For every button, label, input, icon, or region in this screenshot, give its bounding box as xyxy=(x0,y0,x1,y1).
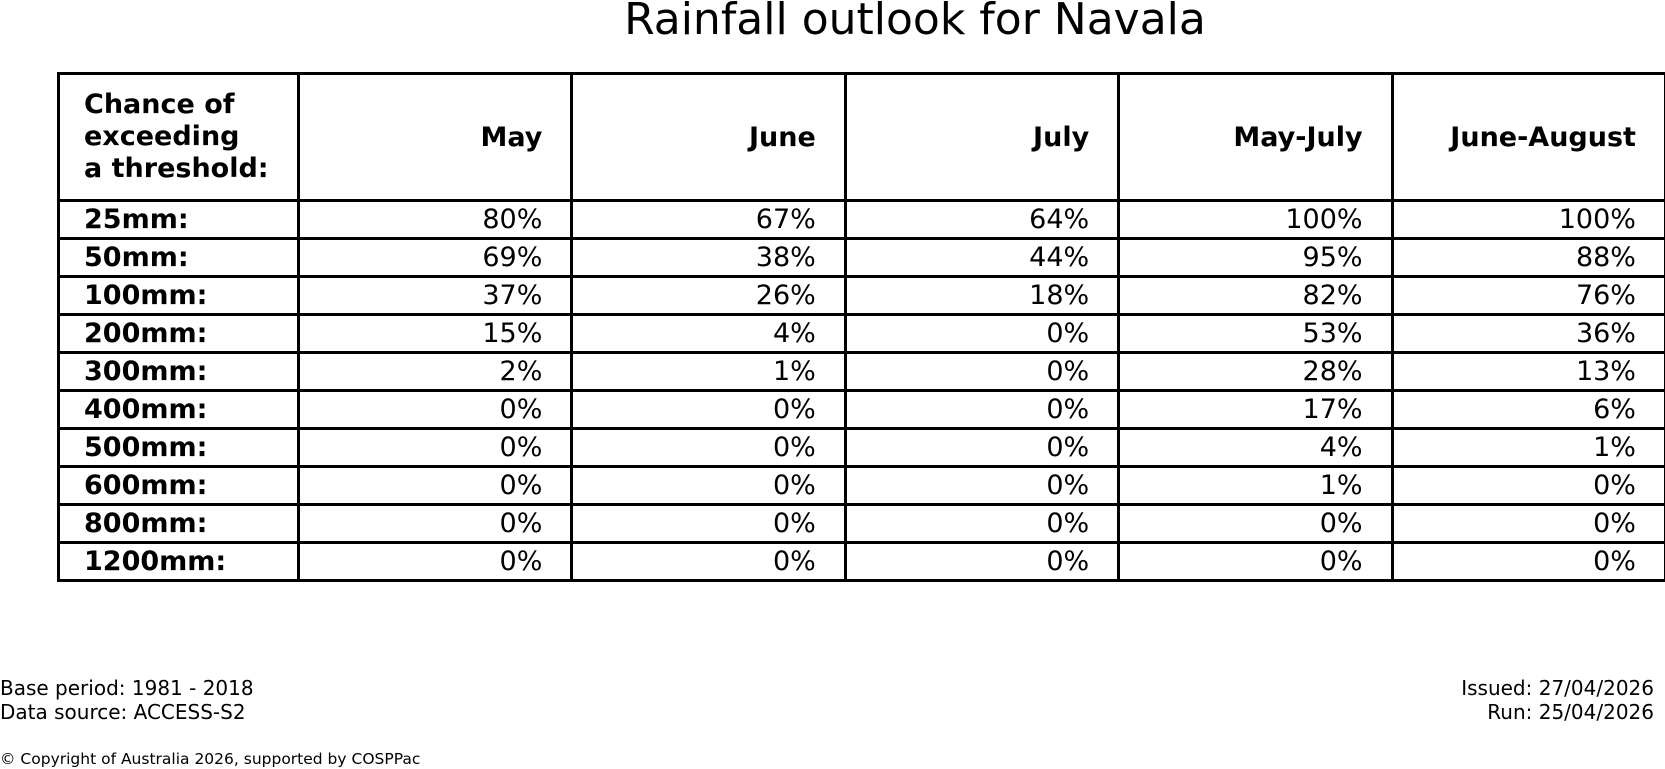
data-source: Data source: ACCESS-S2 xyxy=(0,700,246,724)
probability-cell: 0% xyxy=(843,389,1121,430)
probability-cell: 0% xyxy=(570,427,847,468)
threshold-label: 25mm: xyxy=(57,199,300,240)
probability-cell: 0% xyxy=(843,465,1121,506)
issued-date: Issued: 27/04/2026 xyxy=(1461,676,1654,700)
probability-cell: 26% xyxy=(570,275,847,316)
threshold-label: 100mm: xyxy=(57,275,300,316)
probability-cell: 0% xyxy=(296,541,574,582)
corner-header: Chance of exceeding a threshold: xyxy=(57,72,300,202)
probability-cell: 80% xyxy=(296,199,574,240)
table-row: 300mm: 2% 1% 0% 28% 13% xyxy=(57,351,1665,392)
probability-cell: 1% xyxy=(1117,465,1394,506)
footer-left: Base period: 1981 - 2018 Data source: AC… xyxy=(0,676,254,724)
probability-cell: 76% xyxy=(1390,275,1665,316)
threshold-label: 400mm: xyxy=(57,389,300,430)
column-header-june-august: June-August xyxy=(1390,72,1665,202)
probability-cell: 0% xyxy=(843,541,1121,582)
probability-cell: 18% xyxy=(843,275,1121,316)
probability-cell: 36% xyxy=(1390,313,1665,354)
probability-cell: 17% xyxy=(1117,389,1394,430)
probability-cell: 0% xyxy=(570,465,847,506)
corner-header-line: Chance of xyxy=(84,89,235,120)
probability-cell: 6% xyxy=(1390,389,1665,430)
probability-cell: 38% xyxy=(570,237,847,278)
probability-cell: 1% xyxy=(1390,427,1665,468)
rainfall-outlook-table: Chance of exceeding a threshold: May Jun… xyxy=(57,72,1665,582)
probability-cell: 0% xyxy=(570,503,847,544)
corner-header-line: a threshold: xyxy=(84,153,269,184)
probability-cell: 0% xyxy=(843,427,1121,468)
threshold-label: 300mm: xyxy=(57,351,300,392)
probability-cell: 0% xyxy=(843,351,1121,392)
table-row: 1200mm: 0% 0% 0% 0% 0% xyxy=(57,541,1665,582)
probability-cell: 1% xyxy=(570,351,847,392)
probability-cell: 0% xyxy=(296,503,574,544)
probability-cell: 53% xyxy=(1117,313,1394,354)
threshold-label: 200mm: xyxy=(57,313,300,354)
header-row: Chance of exceeding a threshold: May Jun… xyxy=(57,72,1665,202)
threshold-label: 1200mm: xyxy=(57,541,300,582)
probability-cell: 100% xyxy=(1117,199,1394,240)
probability-cell: 69% xyxy=(296,237,574,278)
probability-cell: 0% xyxy=(570,389,847,430)
probability-cell: 0% xyxy=(1390,503,1665,544)
copyright-notice: © Copyright of Australia 2026, supported… xyxy=(0,750,421,768)
table-row: 100mm: 37% 26% 18% 82% 76% xyxy=(57,275,1665,316)
table-row: 200mm: 15% 4% 0% 53% 36% xyxy=(57,313,1665,354)
probability-cell: 100% xyxy=(1390,199,1665,240)
threshold-label: 500mm: xyxy=(57,427,300,468)
probability-cell: 95% xyxy=(1117,237,1394,278)
probability-cell: 67% xyxy=(570,199,847,240)
probability-cell: 0% xyxy=(843,313,1121,354)
probability-cell: 0% xyxy=(1117,541,1394,582)
probability-cell: 88% xyxy=(1390,237,1665,278)
probability-cell: 13% xyxy=(1390,351,1665,392)
column-header-july: July xyxy=(843,72,1121,202)
threshold-label: 50mm: xyxy=(57,237,300,278)
probability-cell: 0% xyxy=(296,389,574,430)
table-row: 50mm: 69% 38% 44% 95% 88% xyxy=(57,237,1665,278)
probability-cell: 0% xyxy=(1117,503,1394,544)
probability-cell: 0% xyxy=(570,541,847,582)
probability-cell: 4% xyxy=(1117,427,1394,468)
probability-cell: 2% xyxy=(296,351,574,392)
threshold-label: 600mm: xyxy=(57,465,300,506)
probability-cell: 0% xyxy=(1390,465,1665,506)
table-body: 25mm: 80% 67% 64% 100% 100% 50mm: 69% 38% 44% 95% 8… xyxy=(57,199,1665,582)
probability-cell: 0% xyxy=(296,427,574,468)
table-row: 400mm: 0% 0% 0% 17% 6% xyxy=(57,389,1665,430)
table-row: 600mm: 0% 0% 0% 1% 0% xyxy=(57,465,1665,506)
probability-cell: 28% xyxy=(1117,351,1394,392)
probability-cell: 82% xyxy=(1117,275,1394,316)
threshold-label: 800mm: xyxy=(57,503,300,544)
table-row: 800mm: 0% 0% 0% 0% 0% xyxy=(57,503,1665,544)
chart-title: Rainfall outlook for Navala xyxy=(624,0,1206,45)
table-row: 25mm: 80% 67% 64% 100% 100% xyxy=(57,199,1665,240)
probability-cell: 0% xyxy=(296,465,574,506)
table-row: 500mm: 0% 0% 0% 4% 1% xyxy=(57,427,1665,468)
run-date: Run: 25/04/2026 xyxy=(1487,700,1654,724)
probability-cell: 0% xyxy=(843,503,1121,544)
probability-cell: 4% xyxy=(570,313,847,354)
probability-cell: 44% xyxy=(843,237,1121,278)
column-header-may-july: May-July xyxy=(1117,72,1394,202)
probability-cell: 15% xyxy=(296,313,574,354)
probability-cell: 64% xyxy=(843,199,1121,240)
column-header-may: May xyxy=(296,72,574,202)
base-period: Base period: 1981 - 2018 xyxy=(0,676,254,700)
corner-header-line: exceeding xyxy=(84,121,240,152)
footer-right: Issued: 27/04/2026 Run: 25/04/2026 xyxy=(1461,676,1654,724)
probability-cell: 0% xyxy=(1390,541,1665,582)
probability-cell: 37% xyxy=(296,275,574,316)
column-header-june: June xyxy=(570,72,847,202)
